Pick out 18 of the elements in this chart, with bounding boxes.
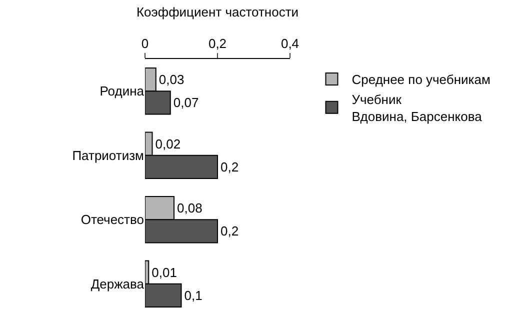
data-label: 0,03 bbox=[158, 72, 184, 88]
y-tick-label: Патриотизм bbox=[72, 148, 144, 163]
y-tick-label: Держава bbox=[90, 276, 145, 292]
legend-label: Учебник Вдовина, Барсенкова bbox=[352, 92, 483, 124]
legend-label: Среднее по учебникам bbox=[352, 72, 490, 88]
data-label: 0,1 bbox=[184, 288, 202, 303]
data-label: 0,01 bbox=[152, 264, 177, 280]
y-tick-label: Родина bbox=[100, 84, 145, 99]
x-axis-title: Коэффициент частотности bbox=[136, 4, 299, 20]
data-label: 0,02 bbox=[155, 136, 181, 152]
x-tick-label: 0,2 bbox=[208, 36, 227, 51]
x-tick-label: 0,4 bbox=[280, 36, 300, 51]
data-label: 0,2 bbox=[220, 159, 239, 174]
data-label: 0,08 bbox=[177, 200, 202, 216]
data-label: 0,07 bbox=[173, 95, 199, 110]
y-tick-label: Отечество bbox=[80, 212, 144, 228]
data-label: 0,2 bbox=[220, 224, 239, 239]
x-tick-label: 0 bbox=[141, 36, 149, 51]
